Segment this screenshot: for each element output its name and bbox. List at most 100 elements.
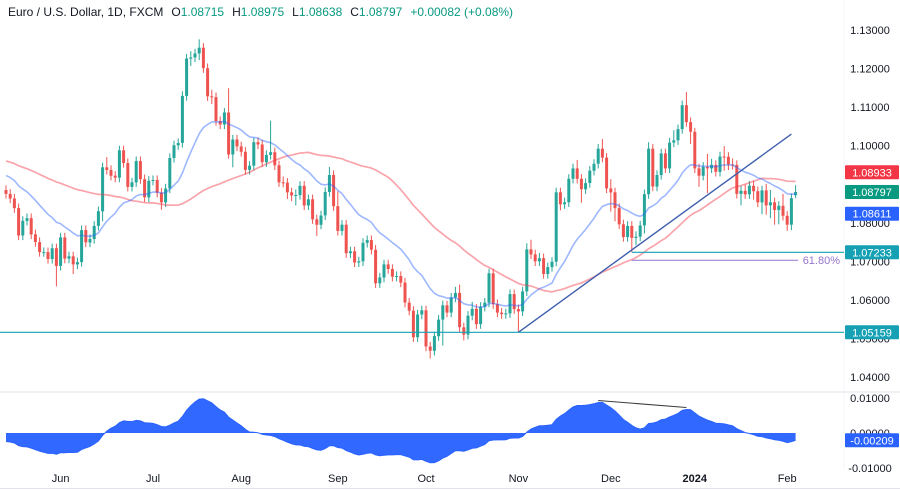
candle-body	[357, 261, 361, 263]
ray-price-tag-text: 1.07233	[852, 247, 892, 259]
candle-body	[214, 97, 218, 121]
candle-body	[428, 346, 432, 351]
candle-body	[315, 219, 319, 225]
candle-body	[210, 96, 214, 98]
candle-body	[67, 256, 71, 259]
candle-body	[348, 251, 352, 254]
candle-body	[369, 240, 373, 250]
candle-body	[361, 242, 365, 262]
candle-body	[180, 95, 184, 143]
ma-slow-value-tag-text: 1.08933	[852, 167, 892, 179]
candle-body	[84, 230, 88, 243]
price-axis-label: 1.11000	[851, 102, 890, 114]
candle-body	[579, 178, 583, 190]
candle-body	[395, 276, 399, 277]
candle-body	[533, 254, 537, 262]
candle-body	[521, 291, 525, 312]
candle-body	[8, 193, 12, 199]
candle-body	[651, 148, 655, 187]
candle-body	[638, 225, 642, 237]
candle-body	[306, 199, 310, 206]
candle-body	[529, 249, 533, 255]
candle-body	[197, 47, 201, 54]
candle-body	[605, 157, 609, 189]
price-change: +0.00082 (+0.08%)	[410, 5, 514, 19]
candle-body	[260, 144, 264, 163]
candle-body	[495, 304, 499, 313]
candle-body	[474, 308, 478, 325]
osc-value-tag	[845, 433, 899, 448]
candle-body	[298, 185, 302, 196]
candle-body	[54, 248, 58, 266]
legend: Euro / U.S. Dollar, 1D, FXCM O1.08715 H1…	[8, 5, 513, 19]
candle-body	[12, 198, 16, 209]
ohlc-open: O1.08715	[171, 5, 225, 19]
candle-body	[159, 192, 163, 203]
price-axis[interactable]	[844, 0, 900, 470]
candle-body	[59, 237, 63, 266]
candles	[4, 39, 798, 359]
candle-body	[634, 236, 638, 238]
macd-area-indicator	[5, 398, 796, 464]
price-axis-label: 1.06000	[850, 295, 890, 307]
candle-body	[613, 192, 617, 209]
candle-body	[483, 302, 487, 307]
candle-body	[710, 164, 714, 169]
symbol-title[interactable]: Euro / U.S. Dollar, 1D, FXCM	[8, 5, 164, 19]
osc-axis-label: 0.01000	[850, 393, 890, 405]
candle-body	[537, 258, 541, 262]
candle-body	[500, 312, 504, 315]
candle-body	[554, 192, 558, 262]
candle-body	[50, 248, 54, 259]
candle-body	[390, 269, 394, 277]
candle-body	[731, 164, 735, 166]
candle-body	[206, 68, 210, 97]
candle-body	[785, 215, 789, 225]
candle-body	[739, 190, 743, 194]
candle-body	[189, 57, 193, 59]
candle-body	[147, 180, 151, 198]
candle-body	[512, 294, 516, 310]
candle-body	[130, 182, 134, 187]
candle-body	[101, 167, 105, 212]
candle-body	[117, 150, 121, 178]
time-axis[interactable]	[0, 470, 900, 490]
candle-body	[777, 205, 781, 210]
candle-body	[462, 327, 466, 335]
candle-body	[281, 182, 285, 184]
candle-body	[567, 178, 571, 203]
candle-body	[672, 140, 676, 143]
price-axis-label: 1.10000	[850, 141, 890, 153]
candle-body	[273, 152, 277, 166]
candle-body	[773, 202, 777, 210]
slow-ma-line	[5, 151, 796, 293]
candle-body	[752, 185, 756, 192]
candle-body	[491, 273, 495, 305]
candle-body	[138, 161, 142, 180]
trendline-drawing[interactable]	[517, 133, 792, 333]
divergence-trendline-drawing[interactable]	[598, 399, 687, 409]
candle-body	[403, 282, 407, 303]
main-chart-pane[interactable]	[0, 0, 844, 392]
candle-body	[487, 273, 491, 303]
last-price-tag-text: 1.08797	[852, 187, 892, 199]
candle-body	[760, 190, 764, 203]
candle-body	[399, 276, 403, 283]
candle-body	[285, 182, 289, 193]
candle-body	[172, 145, 176, 158]
ma-fast-value-tag	[845, 206, 899, 221]
candle-body	[239, 146, 243, 152]
indicator-pane[interactable]	[0, 392, 844, 469]
candle-body	[80, 230, 84, 263]
candle-body	[466, 315, 470, 335]
candle-body	[504, 313, 508, 315]
macd-line	[5, 398, 796, 464]
candle-body	[332, 175, 336, 207]
candle-body	[470, 308, 474, 316]
candle-body	[168, 158, 172, 189]
ohlc-high: H1.08975	[232, 5, 285, 19]
candle-body	[294, 195, 298, 196]
candle-body	[374, 249, 378, 284]
candle-body	[109, 170, 113, 176]
